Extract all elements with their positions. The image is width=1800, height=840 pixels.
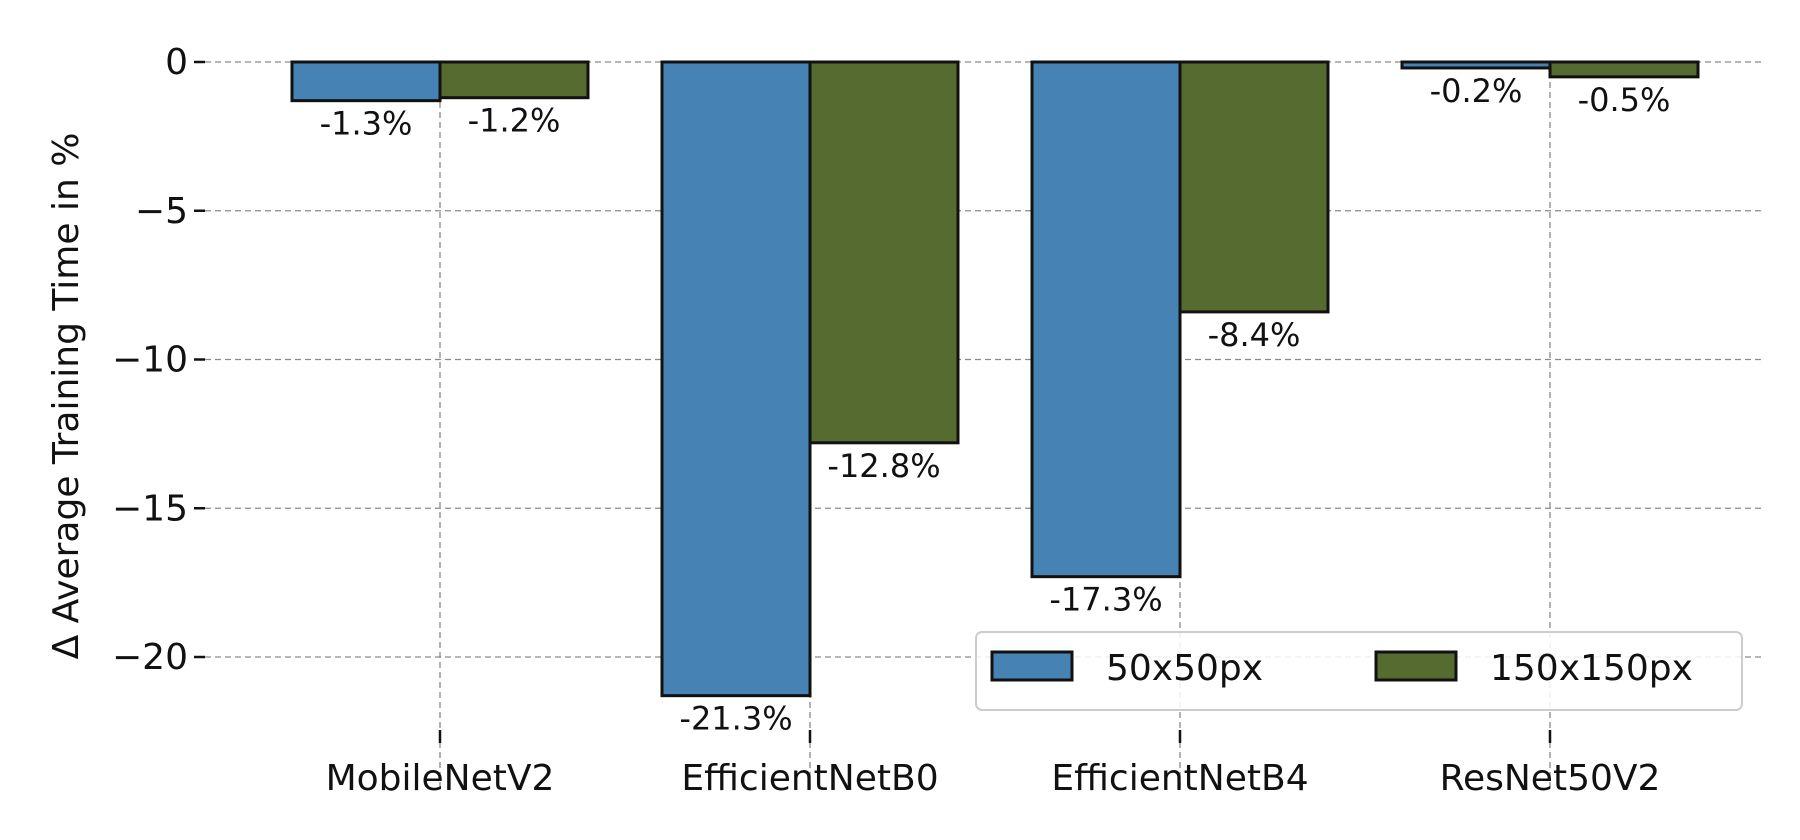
legend-swatch-50x50px: [990, 650, 1074, 682]
x-tick-label: ResNet50V2: [1440, 758, 1661, 799]
bar-50x50px-EfficientNetB4: [1030, 60, 1182, 579]
y-axis: 0 −5 −10 −15 −20: [112, 42, 205, 678]
y-tick-label: −15: [112, 488, 188, 529]
data-label: -17.3%: [1049, 581, 1162, 619]
legend-label-50x50px: 50x50px: [1106, 648, 1263, 689]
legend: 50x50px 150x150px: [975, 631, 1743, 711]
bars: [290, 60, 1700, 698]
bar-150x150px-MobileNetV2: [438, 60, 590, 100]
data-label: -21.3%: [679, 700, 792, 738]
y-tick-label: 0: [165, 42, 188, 83]
legend-swatch-150x150px: [1374, 650, 1458, 682]
data-label: -0.2%: [1430, 72, 1523, 110]
bar-50x50px-MobileNetV2: [290, 60, 442, 103]
legend-frame: [975, 631, 1743, 711]
bar-50x50px-ResNet50V2: [1400, 60, 1552, 70]
data-labels: -1.3% -1.2% -21.3% -12.8% -17.3% -8.4% -0.2% -0…: [320, 72, 1671, 738]
data-label: -1.2%: [468, 102, 561, 140]
x-tick-label: MobileNetV2: [326, 758, 555, 799]
bar-150x150px-EfficientNetB4: [1178, 60, 1330, 314]
data-label: -12.8%: [827, 447, 940, 485]
x-tick-label: EfficientNetB4: [1051, 758, 1308, 799]
data-label: -0.5%: [1578, 81, 1671, 119]
data-label: -1.3%: [320, 105, 413, 143]
y-tick-label: −20: [112, 637, 188, 678]
legend-label-150x150px: 150x150px: [1490, 648, 1693, 689]
x-tick-label: EfficientNetB0: [681, 758, 938, 799]
bar-150x150px-ResNet50V2: [1548, 60, 1700, 79]
x-axis: MobileNetV2 EfficientNetB0 EfficientNetB4 R…: [326, 730, 1661, 799]
y-tick-label: −5: [135, 191, 188, 232]
y-tick-label: −10: [112, 340, 188, 381]
bar-50x50px-EfficientNetB0: [660, 60, 812, 698]
data-label: -8.4%: [1208, 316, 1301, 354]
y-axis-title: Δ Average Training Time in %: [46, 133, 87, 660]
bar-150x150px-EfficientNetB0: [808, 60, 960, 445]
